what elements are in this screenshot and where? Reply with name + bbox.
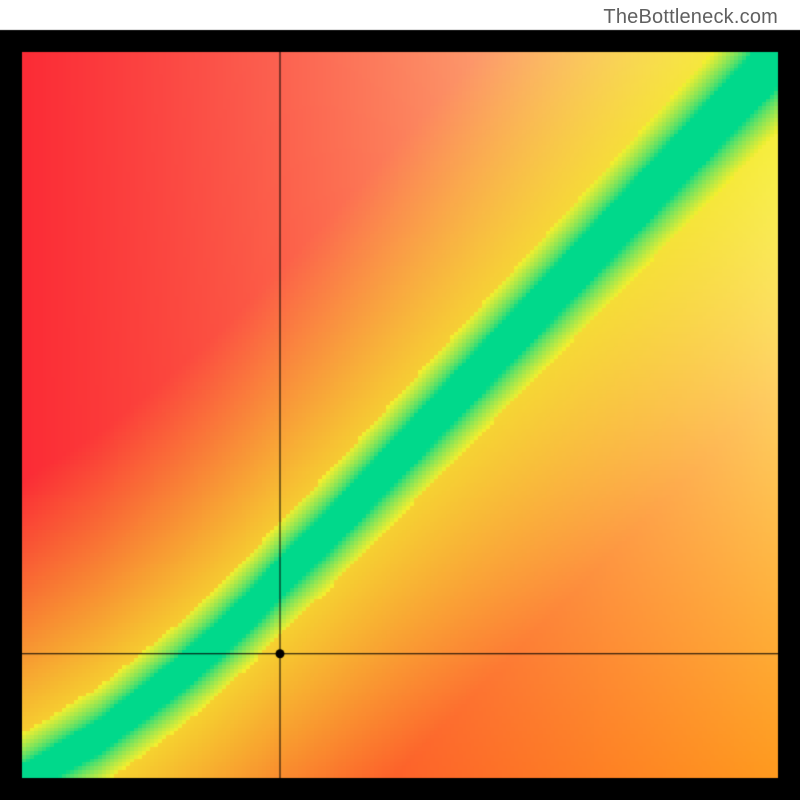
bottleneck-heatmap (0, 0, 800, 800)
chart-container: TheBottleneck.com (0, 0, 800, 800)
watermark-text: TheBottleneck.com (603, 6, 778, 29)
